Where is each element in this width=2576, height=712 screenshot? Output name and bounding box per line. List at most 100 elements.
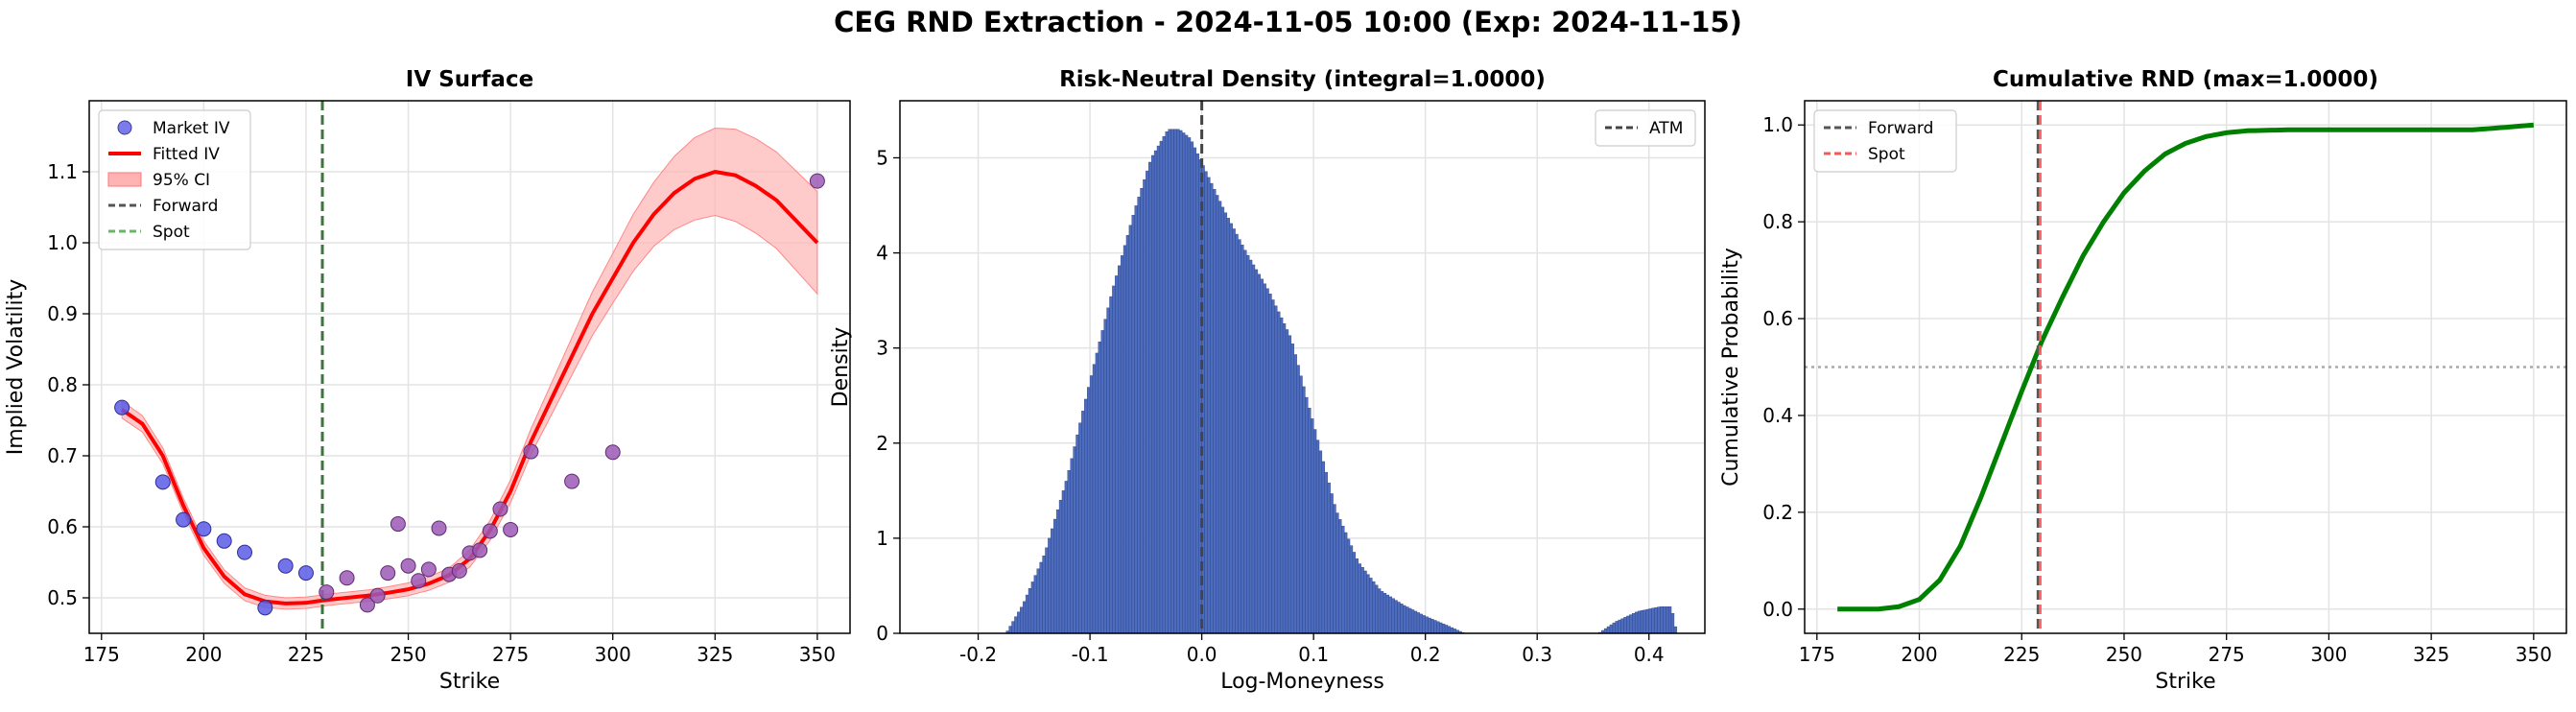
- y-tick-label: 0.0: [1762, 598, 1793, 621]
- legend-label: Spot: [1868, 145, 1905, 164]
- y-tick-label: 3: [876, 337, 888, 360]
- legend-patch: [107, 172, 142, 187]
- market-iv-point: [196, 521, 212, 537]
- x-tick-label: 225: [288, 643, 324, 666]
- y-tick-label: 2: [876, 432, 888, 455]
- x-tick-label: 250: [390, 643, 426, 666]
- x-axis-label: Strike: [2155, 670, 2215, 694]
- market-iv-point: [420, 561, 437, 578]
- y-tick-label: 1.0: [1762, 113, 1793, 136]
- market-iv-point: [809, 173, 825, 189]
- market-iv-point: [277, 558, 294, 574]
- x-tick-label: 0.1: [1298, 643, 1329, 666]
- market-iv-point: [154, 474, 171, 490]
- x-tick-label: 175: [83, 643, 120, 666]
- x-tick-label: 175: [1799, 643, 1835, 666]
- market-iv-point: [380, 565, 396, 581]
- y-tick-label: 0: [876, 622, 888, 645]
- market-iv-point: [604, 444, 621, 461]
- legend-box: [1595, 109, 1696, 147]
- legend-label: 95% CI: [153, 171, 210, 190]
- plot-frame: [899, 100, 1706, 634]
- x-axis-label: Strike: [439, 670, 500, 694]
- y-tick-label: 4: [876, 242, 888, 265]
- x-tick-label: 325: [2413, 643, 2449, 666]
- y-tick-label: 0.2: [1762, 501, 1793, 524]
- market-iv-point: [257, 600, 273, 616]
- legend-label: Forward: [153, 197, 218, 216]
- x-tick-label: -0.2: [959, 643, 997, 666]
- chart-title: Risk-Neutral Density (integral=1.0000): [1059, 67, 1546, 92]
- legend-label: ATM: [1649, 119, 1683, 138]
- market-iv-point: [319, 584, 335, 601]
- legend-label: Forward: [1868, 119, 1933, 138]
- legend-marker: [117, 120, 132, 135]
- x-tick-label: 0.3: [1522, 643, 1552, 666]
- x-tick-label: 325: [697, 643, 733, 666]
- x-tick-label: 250: [2106, 643, 2142, 666]
- legend: Forward Spot: [1813, 109, 1957, 173]
- market-iv-point: [503, 521, 519, 537]
- density-bar: [1670, 612, 1675, 633]
- x-tick-label: 275: [492, 643, 529, 666]
- market-iv-point: [237, 544, 253, 560]
- legend-box: [1813, 109, 1957, 173]
- y-tick-label: 5: [876, 146, 888, 169]
- y-tick-label: 0.8: [1762, 210, 1793, 233]
- plot-frame: [1804, 100, 2567, 634]
- market-iv-point: [411, 573, 427, 589]
- market-iv-point: [482, 523, 498, 539]
- y-axis-label: Implied Volatility: [4, 279, 28, 456]
- market-iv-point: [359, 597, 375, 613]
- y-tick-label: 1: [876, 527, 888, 550]
- x-tick-label: -0.1: [1072, 643, 1109, 666]
- legend-label: Spot: [153, 223, 190, 242]
- y-tick-label: 1.0: [47, 231, 78, 254]
- grid-lines: [89, 101, 850, 633]
- market-iv-point: [176, 511, 192, 528]
- legend: Market IV Fitted IV 95% CI Forward Spot: [98, 109, 251, 250]
- legend-label: Fitted IV: [153, 145, 220, 164]
- plot-area: [1805, 101, 2566, 633]
- y-tick-label: 0.8: [47, 373, 78, 396]
- y-axis-label: Cumulative Probability: [1719, 248, 1743, 487]
- y-tick-label: 1.1: [47, 160, 78, 183]
- x-tick-label: 0.0: [1187, 643, 1217, 666]
- plot-area: [114, 101, 825, 633]
- y-tick-label: 0.7: [47, 444, 78, 467]
- market-iv-point: [216, 533, 232, 549]
- legend: ATM: [1595, 109, 1696, 147]
- x-tick-label: 200: [1901, 643, 1937, 666]
- legend-label: Market IV: [153, 119, 230, 138]
- x-tick-label: 300: [595, 643, 631, 666]
- market-iv-point: [339, 570, 355, 586]
- y-tick-label: 0.5: [47, 586, 78, 609]
- market-iv-point: [472, 542, 488, 558]
- density-bar: [1458, 630, 1462, 633]
- y-tick-label: 0.6: [47, 515, 78, 538]
- market-iv-point: [297, 565, 314, 581]
- market-iv-point: [523, 443, 539, 460]
- x-axis-label: Log-Moneyness: [1220, 670, 1384, 694]
- market-iv-point: [451, 562, 467, 579]
- plot-frame: [88, 100, 851, 634]
- market-iv-point: [564, 473, 580, 489]
- market-iv-point: [369, 587, 386, 604]
- cdf-line: [1837, 122, 2535, 612]
- x-tick-label: 350: [799, 643, 836, 666]
- plot-area: [1005, 101, 1678, 633]
- x-tick-label: 200: [185, 643, 222, 666]
- x-tick-label: 225: [2003, 643, 2040, 666]
- market-iv-point: [400, 558, 416, 574]
- ci-band: [121, 127, 818, 610]
- market-iv-point: [492, 501, 508, 517]
- chart-title: IV Surface: [406, 67, 533, 92]
- market-iv-point: [431, 520, 447, 536]
- x-tick-label: 350: [2516, 643, 2552, 666]
- legend-box: [98, 109, 251, 250]
- x-tick-label: 275: [2209, 643, 2245, 666]
- market-iv-point: [390, 516, 406, 533]
